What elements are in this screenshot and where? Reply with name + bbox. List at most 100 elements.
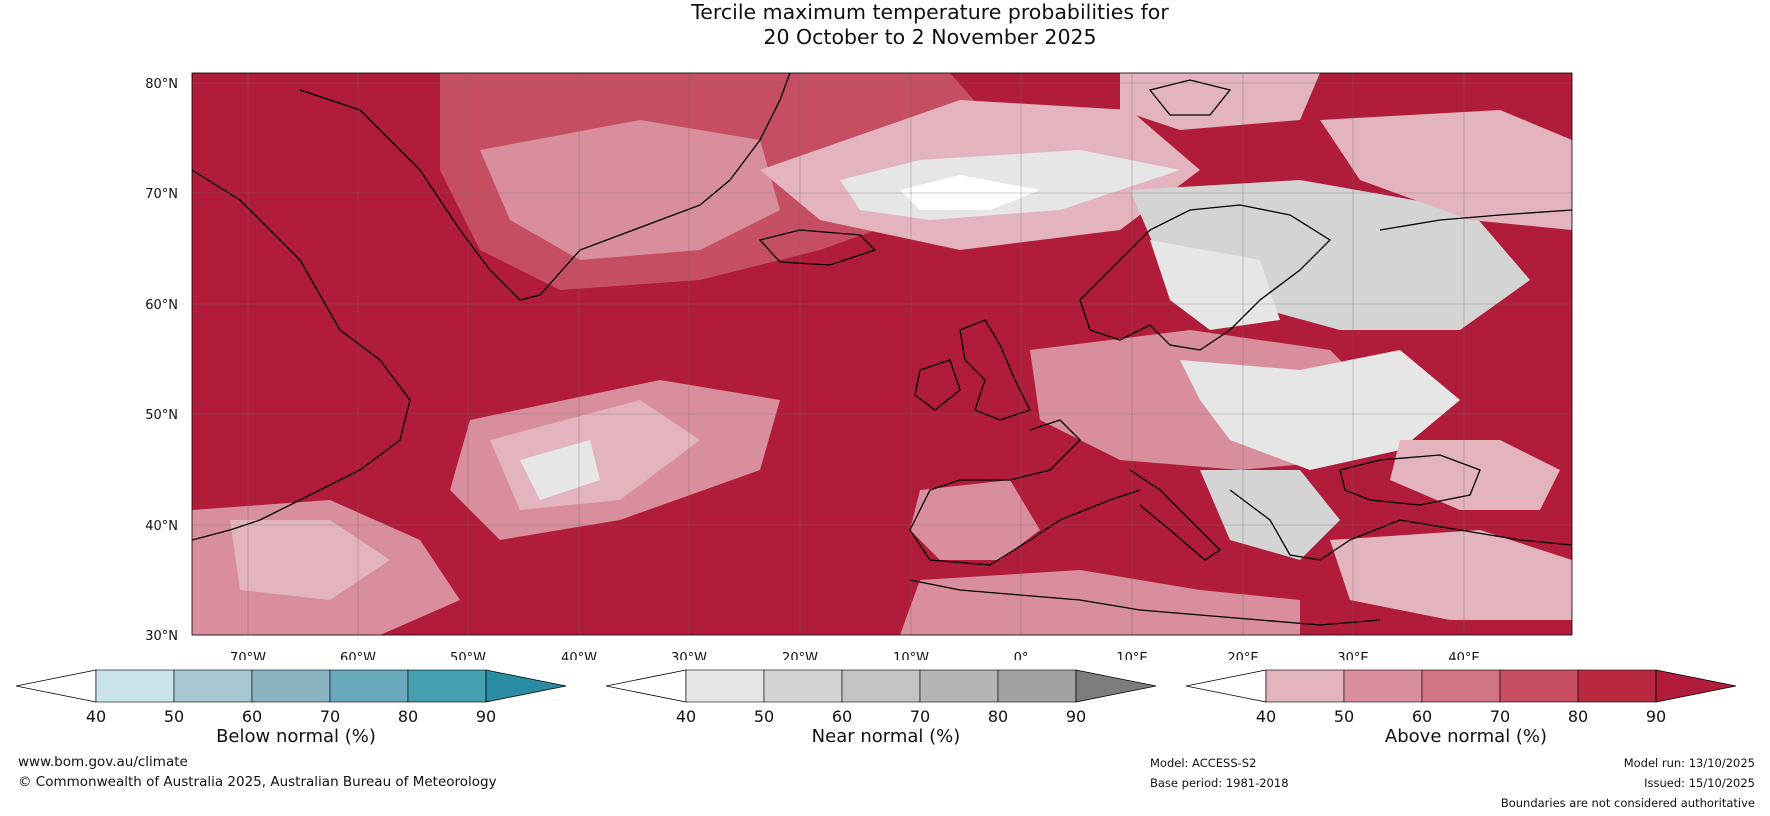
coastline-europe-west <box>909 419 1141 566</box>
colorbar-tick-label: 80 <box>1568 707 1588 726</box>
prob-region-baltic <box>1150 240 1280 330</box>
coastline-labrador <box>192 169 411 541</box>
colorbar-segment <box>95 669 175 703</box>
coastline-black-sea <box>1339 454 1481 506</box>
colorbar-segment <box>919 669 999 703</box>
colorbar-high-extension <box>1655 669 1737 703</box>
colorbar-tick-label: 70 <box>1490 707 1510 726</box>
legend-above-normal: 40 50 60 70 80 90 Above normal (%) <box>1186 668 1746 778</box>
map-panel <box>192 73 1572 635</box>
prob-region-black-sea-area <box>1390 440 1560 510</box>
lat-labels: 80°N 70°N 60°N 50°N 40°N 30°N <box>145 77 178 644</box>
footer-disclaimer: Boundaries are not considered authoritat… <box>1500 796 1755 810</box>
colorbar-tick-label: 70 <box>910 707 930 726</box>
legend-title-near: Near normal (%) <box>811 726 961 747</box>
lon-label: 20°W <box>782 651 818 660</box>
colorbar-segment <box>173 669 253 703</box>
coastline-british-isles <box>959 319 1031 421</box>
colorbar-tick-label: 40 <box>86 707 106 726</box>
map-frame <box>191 72 1573 636</box>
colorbar-high-extension <box>1075 669 1157 703</box>
legend-title-below: Below normal (%) <box>216 726 376 747</box>
lat-label: 50°N <box>145 408 178 423</box>
colorbar-segment <box>251 669 331 703</box>
prob-region-turkey <box>1330 530 1572 620</box>
colorbar-segment <box>1577 669 1657 703</box>
footer-model-run: Model run: 13/10/2025 <box>1623 756 1755 770</box>
colorbar-segment <box>841 669 921 703</box>
prob-region-subtropical-west-light <box>230 520 390 600</box>
legend-below-normal: 40 50 60 70 80 90 Below normal (%) <box>16 668 576 778</box>
title-line-2: 20 October to 2 November 2025 <box>763 25 1097 49</box>
colorbar-tick-label: 80 <box>398 707 418 726</box>
coastline-balkans-aegean <box>1229 489 1572 561</box>
colorbar-tick-label: 70 <box>320 707 340 726</box>
coastlines <box>192 73 1572 626</box>
legend-title-above: Above normal (%) <box>1384 726 1548 747</box>
colorbar-segment <box>763 669 843 703</box>
title-line-1: Tercile maximum temperature probabilitie… <box>691 0 1169 24</box>
lon-label: 30°W <box>671 651 707 660</box>
colorbar-low-extension <box>1186 669 1267 703</box>
colorbar-tick-label: 50 <box>754 707 774 726</box>
lon-label: 30°E <box>1337 651 1368 660</box>
footer-copyright: © Commonwealth of Australia 2025, Austra… <box>18 774 497 790</box>
colorbar-segment <box>997 669 1077 703</box>
prob-region-eastern-europe-near <box>1180 350 1460 470</box>
coastline-north-africa <box>909 579 1381 626</box>
lat-label: 30°N <box>145 629 178 644</box>
prob-region-iceland-sea <box>480 120 780 260</box>
map-figure: 80°N 70°N 60°N 50°N 40°N 30°N 70°W 60°W … <box>145 72 1573 660</box>
prob-region-north-africa <box>900 570 1300 635</box>
prob-region-mid-atlantic-near <box>520 440 600 500</box>
lon-label: 10°E <box>1116 651 1147 660</box>
coastline-russia-arctic <box>1379 209 1572 231</box>
lon-labels: 70°W 60°W 50°W 40°W 30°W 20°W 10°W 0° 10… <box>230 651 1480 660</box>
lon-label: 60°W <box>340 651 376 660</box>
coastline-scandinavia <box>1079 204 1332 351</box>
colorbar-tick-label: 80 <box>988 707 1008 726</box>
lon-label: 10°W <box>893 651 929 660</box>
colorbar-tick-label: 90 <box>1646 707 1666 726</box>
footer-base-period: Base period: 1981-2018 <box>1150 776 1289 790</box>
lon-label: 70°W <box>230 651 266 660</box>
colorbar-low-extension <box>16 669 97 703</box>
lon-label: 0° <box>1014 651 1029 660</box>
coastline-svalbard <box>1148 79 1232 116</box>
prob-region-balkans <box>1200 470 1340 560</box>
lat-label: 60°N <box>145 298 178 313</box>
lat-label: 80°N <box>145 77 178 92</box>
graticule <box>192 73 1572 635</box>
colorbar-segment <box>1265 669 1345 703</box>
chart-title: Tercile maximum temperature probabilitie… <box>0 0 1770 50</box>
colorbar-tick-label: 50 <box>1334 707 1354 726</box>
prob-region-near-north <box>900 175 1040 210</box>
coastline-italy <box>1129 469 1222 561</box>
colorbar-tick-label: 90 <box>1066 707 1086 726</box>
lat-label: 40°N <box>145 519 178 534</box>
lon-label: 40°E <box>1448 651 1479 660</box>
colorbar-tick-label: 90 <box>476 707 496 726</box>
colorbar-tick-label: 40 <box>1256 707 1276 726</box>
colorbar-low-extension <box>606 669 687 703</box>
colorbar-high-extension <box>485 669 567 703</box>
colorbar-segment <box>1421 669 1501 703</box>
colorbar-tick-label: 60 <box>832 707 852 726</box>
lon-label: 40°W <box>561 651 597 660</box>
prob-region-arctic-east <box>1320 110 1572 230</box>
colorbar-segment <box>1499 669 1579 703</box>
coastline-greenland <box>299 73 791 301</box>
prob-region-iberia <box>910 480 1040 560</box>
colorbar-tick-label: 50 <box>164 707 184 726</box>
lat-label: 70°N <box>145 187 178 202</box>
colorbar-above-normal: 40 50 60 70 80 90 <box>1186 669 1737 726</box>
colorbar-tick-label: 60 <box>1412 707 1432 726</box>
colorbar-segment <box>407 669 487 703</box>
footer-model: Model: ACCESS-S2 <box>1150 756 1257 770</box>
colorbar-segment <box>1343 669 1423 703</box>
lon-label: 50°W <box>450 651 486 660</box>
footer-website: www.bom.gov.au/climate <box>18 754 188 770</box>
colorbar-segment <box>685 669 765 703</box>
footer-issued: Issued: 15/10/2025 <box>1644 776 1755 790</box>
lon-label: 20°E <box>1227 651 1258 660</box>
